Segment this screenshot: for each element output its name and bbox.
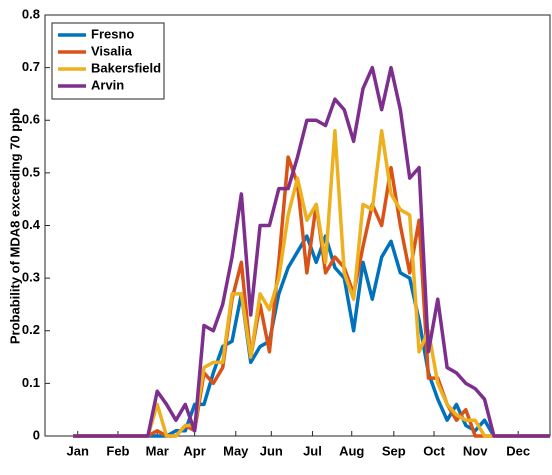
y-tick-label: 0.1: [22, 375, 40, 390]
legend-label: Visalia: [91, 43, 133, 58]
x-tick-label: Mar: [146, 443, 169, 458]
y-tick-label: 0.2: [22, 322, 40, 337]
y-tick-label: 0: [33, 427, 40, 442]
x-tick-label: Apr: [183, 443, 205, 458]
series-line: [73, 155, 550, 438]
x-tick-label: May: [223, 443, 249, 458]
x-tick-label: Oct: [423, 443, 445, 458]
legend-label: Fresno: [91, 26, 134, 41]
legend-label: Arvin: [91, 77, 124, 92]
x-tick-label: Jun: [260, 443, 283, 458]
y-tick-label: 0.5: [22, 164, 40, 179]
y-tick-label: 0.4: [22, 217, 41, 232]
y-tick-label: 0.7: [22, 59, 40, 74]
series-line: [73, 65, 550, 438]
y-tick-label: 0.3: [22, 270, 40, 285]
x-tick-label: Jul: [303, 443, 322, 458]
x-tick-label: Nov: [463, 443, 488, 458]
legend-label: Bakersfield: [91, 60, 161, 75]
x-tick-label: Sep: [382, 443, 406, 458]
y-tick-label: 0.6: [22, 112, 40, 127]
y-tick-label: 0.8: [22, 6, 40, 21]
series-line: [73, 234, 550, 438]
x-tick-label: Jan: [67, 443, 89, 458]
x-tick-label: Feb: [106, 443, 129, 458]
x-tick-label: Dec: [506, 443, 530, 458]
x-tick-label: Aug: [339, 443, 364, 458]
y-axis-label: Probability of MDA8 exceeding 70 ppb: [7, 108, 22, 344]
